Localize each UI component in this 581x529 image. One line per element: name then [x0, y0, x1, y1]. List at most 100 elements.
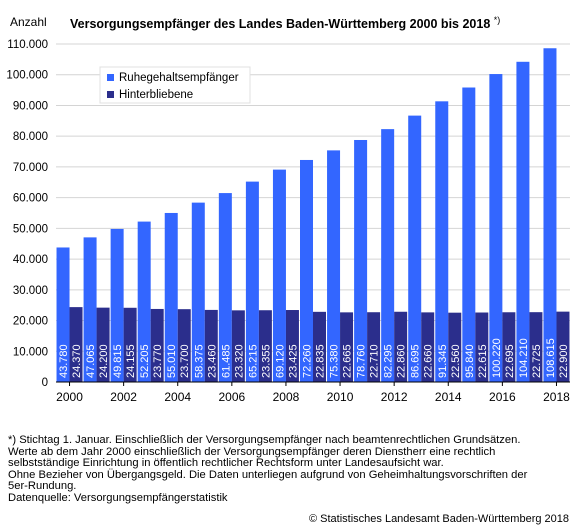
- bar-ruhegehaltsempfaenger: [489, 74, 503, 382]
- y-tick-label: 40.000: [13, 254, 48, 266]
- y-axis-unit-label: Anzahl: [10, 15, 47, 29]
- bar-ruhegehaltsempfaenger: [56, 247, 70, 382]
- legend-box: [99, 66, 251, 104]
- footnote-line: selbstständige Einrichtung in öffentlich…: [8, 457, 444, 469]
- y-tick-label: 50.000: [13, 223, 48, 235]
- bar-value-label: 104.210: [518, 338, 530, 378]
- y-tick-label: 60.000: [13, 193, 48, 205]
- bar-hinterbliebene: [123, 307, 137, 382]
- bar-value-label: 22.695: [504, 344, 516, 378]
- bar-value-label: 75.380: [329, 344, 341, 378]
- y-tick-label: 70.000: [13, 162, 48, 174]
- bar-value-label: 22.710: [369, 344, 381, 378]
- bar-hinterbliebene: [340, 312, 354, 382]
- bar-hinterbliebene: [150, 308, 164, 382]
- bar-hinterbliebene: [231, 310, 245, 382]
- bar-value-label: 91.345: [437, 344, 449, 378]
- bar-hinterbliebene: [448, 312, 462, 382]
- footnote-line: Werte ab dem Jahr 2000 einschließlich de…: [8, 445, 496, 458]
- bar-value-label: 47.065: [85, 344, 97, 378]
- bar-value-label: 108.615: [545, 338, 557, 378]
- bar-chart: 43.780 24.370 47.065 24.200 49.815 24.155 52.2…: [6, 39, 570, 404]
- footnote-line: 5er-Rundung.: [8, 480, 77, 492]
- y-tick-label: 90.000: [13, 100, 48, 112]
- y-tick-label: 100.000: [6, 70, 48, 82]
- bar-hinterbliebene: [96, 307, 110, 382]
- x-tick-label: 2016: [489, 390, 516, 404]
- bar-value-label: 23.355: [260, 344, 272, 378]
- copyright: © Statistisches Landesamt Baden-Württemb…: [308, 513, 569, 525]
- bar-hinterbliebene: [313, 311, 326, 382]
- bar-ruhegehaltsempfaenger: [462, 87, 476, 382]
- y-tick-label: 20.000: [13, 316, 48, 328]
- bar-ruhegehaltsempfaenger: [543, 48, 557, 382]
- bar-ruhegehaltsempfaenger: [354, 139, 368, 382]
- y-tick-label: 80.000: [13, 131, 48, 143]
- bar-value-label: 49.815: [112, 344, 124, 378]
- title-footnote-marker: *): [493, 15, 501, 25]
- bar-hinterbliebene: [421, 312, 435, 382]
- x-tick-label: 2000: [56, 390, 83, 404]
- bar-value-label: 55.010: [166, 344, 178, 378]
- bar-ruhegehaltsempfaenger: [327, 150, 341, 382]
- bar-value-label: 22.900: [558, 344, 570, 378]
- bar-value-label: 24.200: [98, 344, 110, 378]
- bar-value-label: 23.770: [152, 344, 164, 378]
- bar-ruhegehaltsempfaenger: [381, 129, 395, 382]
- bar-value-label: 100.220: [491, 338, 503, 378]
- legend-label: Hinterbliebene: [119, 89, 193, 101]
- bar-value-label: 23.460: [206, 344, 218, 378]
- bar-ruhegehaltsempfaenger: [408, 115, 422, 382]
- footnote-line: Datenquelle: Versorgungsempfängerstatist…: [8, 491, 228, 504]
- bar-value-label: 72.260: [302, 344, 314, 378]
- bar-ruhegehaltsempfaenger: [218, 193, 232, 382]
- bar-value-label: 82.295: [383, 344, 395, 378]
- bar-ruhegehaltsempfaenger: [83, 237, 97, 382]
- x-tick-label: 2014: [435, 390, 462, 404]
- bar-value-label: 22.835: [315, 344, 327, 378]
- bar-ruhegehaltsempfaenger: [272, 169, 286, 382]
- bar-value-label: 61.485: [220, 344, 232, 378]
- y-tick-label: 0: [42, 377, 48, 389]
- bar-value-label: 95.840: [464, 344, 476, 378]
- y-tick-label: 30.000: [13, 285, 48, 297]
- bar-hinterbliebene: [69, 307, 83, 382]
- bar-ruhegehaltsempfaenger: [110, 228, 124, 382]
- bar-value-label: 23.425: [287, 344, 299, 378]
- chart-title: Versorgungsempfänger des Landes Baden-Wü…: [70, 15, 500, 31]
- bar-ruhegehaltsempfaenger: [516, 61, 530, 383]
- x-tick-label: 2018: [543, 390, 570, 404]
- bar-ruhegehaltsempfaenger: [191, 202, 205, 382]
- bar-value-label: 22.860: [396, 344, 408, 378]
- bar-hinterbliebene: [502, 312, 516, 382]
- footnote-line: Ohne Bezieher von Übergangsgeld. Die Dat…: [8, 468, 528, 481]
- x-tick-label: 2006: [218, 390, 245, 404]
- chart-title-text: Versorgungsempfänger des Landes Baden-Wü…: [70, 17, 491, 32]
- bar-hinterbliebene: [556, 311, 570, 382]
- bar-hinterbliebene: [475, 312, 489, 382]
- bar-hinterbliebene: [394, 311, 408, 382]
- bar-value-label: 22.560: [450, 344, 462, 378]
- legend-swatch: [107, 91, 114, 98]
- bar-value-label: 22.660: [423, 344, 435, 378]
- y-tick-label: 10.000: [13, 346, 48, 358]
- axes: 0 10.000 20.000 30.000 40.000 50.000 60.000 70.…: [6, 39, 570, 404]
- footnote-line: *) Stichtag 1. Januar. Einschließlich de…: [8, 434, 521, 446]
- bar-hinterbliebene: [285, 310, 299, 382]
- x-tick-label: 2010: [327, 390, 354, 404]
- bar-ruhegehaltsempfaenger: [245, 181, 259, 382]
- bar-value-label: 65.215: [247, 344, 259, 378]
- legend-swatch: [107, 74, 114, 81]
- bar-hinterbliebene: [367, 312, 381, 382]
- bar-value-label: 86.695: [410, 344, 422, 378]
- bar-value-label: 24.370: [71, 344, 83, 378]
- x-tick-label: 2002: [110, 390, 137, 404]
- bar-value-label: 78.760: [356, 344, 368, 378]
- bar-ruhegehaltsempfaenger: [164, 212, 178, 382]
- bar-value-label: 22.725: [531, 344, 543, 378]
- bar-value-label: 43.780: [58, 344, 70, 378]
- bar-value-label: 52.205: [139, 344, 151, 378]
- footnote: *) Stichtag 1. Januar. Einschließlich de…: [8, 434, 578, 504]
- bar-ruhegehaltsempfaenger: [300, 159, 313, 382]
- x-tick-label: 2008: [273, 390, 300, 404]
